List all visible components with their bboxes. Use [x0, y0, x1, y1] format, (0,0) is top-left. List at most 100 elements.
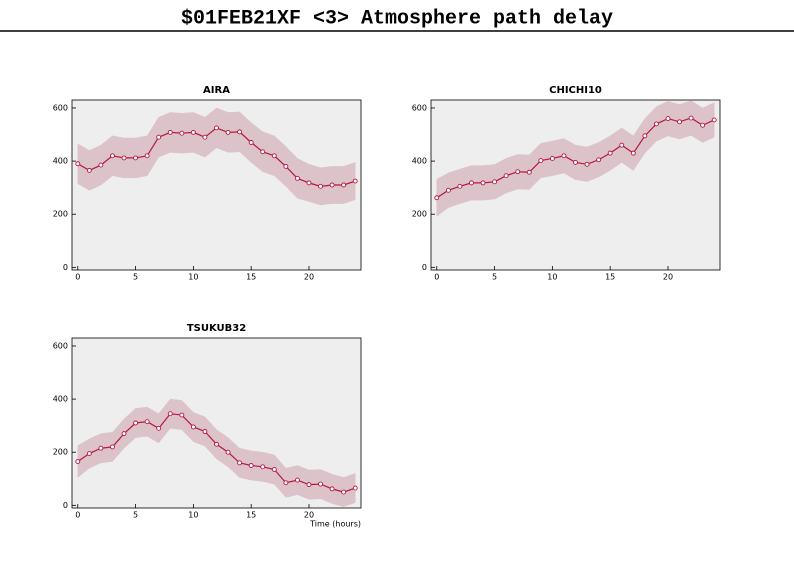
data-point [596, 157, 602, 163]
x-tick-label: 10 [188, 511, 198, 520]
data-point [248, 140, 254, 145]
data-point [98, 445, 104, 451]
data-point [480, 180, 486, 186]
data-point [607, 150, 613, 156]
data-point [341, 182, 347, 188]
data-point [573, 159, 578, 165]
x-tick-label: 15 [246, 511, 256, 520]
data-point [445, 187, 451, 193]
y-tick-label: 600 [53, 103, 68, 112]
x-tick-label: 10 [547, 273, 557, 282]
data-point [549, 155, 555, 161]
data-point [271, 153, 277, 159]
data-point [144, 419, 150, 425]
data-point [121, 431, 127, 437]
data-point [492, 179, 498, 185]
data-point [434, 195, 440, 201]
x-tick-label: 5 [133, 273, 138, 282]
data-point [167, 129, 173, 135]
data-point [526, 169, 532, 175]
data-point [711, 117, 717, 123]
data-point [202, 429, 208, 434]
data-point [352, 485, 358, 491]
page-title: $01FEB21XF <3> Atmosphere path delay [181, 7, 613, 30]
y-tick-label: 400 [412, 157, 427, 166]
x-tick-label: 20 [304, 511, 314, 520]
data-point [341, 489, 347, 495]
data-point [271, 467, 277, 472]
data-point [469, 180, 474, 186]
subplot-title: CHICHI10 [549, 85, 602, 96]
data-point [294, 477, 300, 483]
data-point [538, 158, 544, 164]
data-point [619, 142, 625, 148]
data-point [561, 153, 567, 159]
data-point [237, 460, 243, 466]
data-point [179, 412, 185, 418]
x-tick-label: 0 [75, 273, 80, 282]
data-point [630, 150, 636, 156]
data-point [179, 130, 185, 136]
x-tick-label: 15 [605, 273, 615, 282]
x-tick-label: 0 [75, 511, 80, 520]
data-point [457, 183, 463, 189]
x-axis-label: Time (hours) [309, 520, 361, 529]
data-point [75, 459, 81, 464]
x-tick-label: 20 [304, 273, 314, 282]
data-point [237, 129, 243, 135]
data-point [260, 464, 266, 470]
data-point [133, 420, 139, 426]
y-tick-label: 200 [53, 448, 68, 457]
data-point [110, 444, 115, 450]
data-point [306, 180, 312, 186]
data-point [306, 482, 312, 488]
data-point [688, 115, 694, 121]
data-point [584, 161, 590, 167]
y-tick-label: 0 [63, 263, 68, 272]
data-point [283, 480, 289, 486]
data-point [202, 134, 208, 140]
data-point [225, 129, 231, 135]
y-tick-label: 200 [412, 210, 427, 219]
data-point [283, 163, 289, 169]
data-point [214, 441, 219, 447]
x-tick-label: 20 [663, 273, 673, 282]
data-point [352, 178, 358, 184]
x-tick-label: 10 [188, 273, 198, 282]
data-point [86, 167, 92, 173]
data-point [653, 121, 659, 127]
data-point [318, 481, 323, 487]
x-tick-label: 5 [133, 511, 138, 520]
data-point [700, 122, 706, 128]
y-tick-label: 400 [53, 157, 68, 166]
data-point [144, 153, 150, 159]
data-point [110, 153, 115, 159]
data-point [190, 129, 196, 135]
y-tick-label: 400 [53, 395, 68, 404]
data-point [294, 175, 300, 181]
y-tick-label: 200 [53, 210, 68, 219]
data-point [677, 119, 682, 125]
y-tick-label: 0 [422, 263, 427, 272]
data-point [75, 161, 81, 167]
data-point [156, 134, 162, 140]
data-point [190, 424, 196, 430]
data-point [214, 125, 219, 131]
data-point [225, 449, 231, 455]
data-point [98, 162, 104, 168]
y-tick-label: 0 [63, 501, 68, 510]
data-point [329, 486, 335, 492]
data-point [156, 425, 162, 431]
y-tick-label: 600 [53, 341, 68, 350]
data-point [248, 463, 254, 468]
data-point [503, 173, 509, 179]
subplot-title: TSUKUB32 [187, 323, 246, 334]
data-point [260, 149, 266, 155]
x-tick-label: 5 [492, 273, 497, 282]
data-point [121, 155, 127, 161]
data-point [133, 155, 139, 161]
